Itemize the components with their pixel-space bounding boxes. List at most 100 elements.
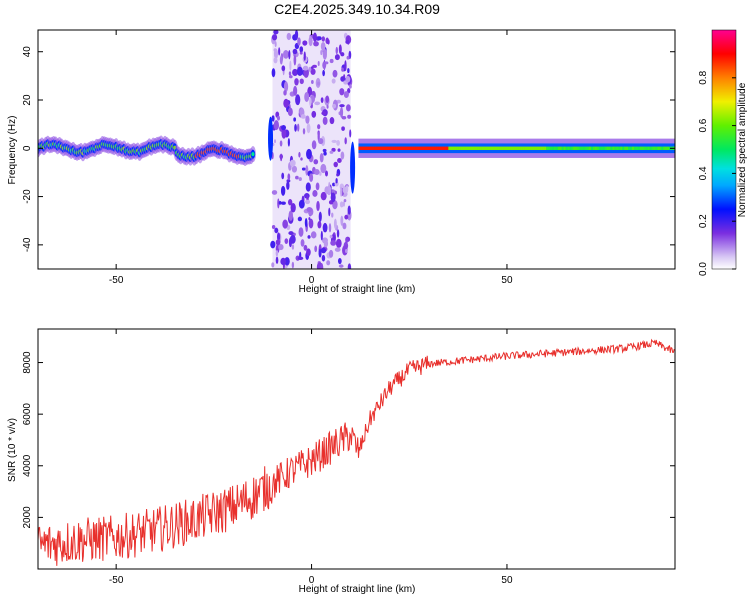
spectrogram-blob [278,47,281,56]
spectrogram-blob [279,55,283,65]
spectrogram-panel: -50 0 50 40 20 0 -20 -40 Height of straight lin… [7,29,676,295]
spectrogram-blob [287,107,293,117]
spectrogram-core [458,146,461,150]
spectrogram-blob [337,148,341,152]
spectrogram-blob [308,35,313,47]
spectrogram-blob [340,52,345,57]
spectrogram-blob [276,115,281,121]
spectrogram-blob [314,245,318,253]
spectrogram-core [491,146,494,150]
spectrogram-core [454,146,457,150]
spectrogram-core [547,146,551,150]
x-tick-label: 0 [309,275,315,286]
spectrogram-blob [276,232,281,242]
spectrogram-blob [344,60,347,72]
spectrogram-blob [273,30,279,35]
spectrogram-blob [294,78,299,86]
y-tick-label: 20 [22,94,33,106]
spectrogram-blob [282,49,289,59]
spectrogram-blob [297,216,303,222]
spectrogram-core [489,146,492,150]
spectrogram-blob [303,51,306,61]
spectrogram-blob [321,36,326,42]
spectrogram-blob [303,244,308,251]
spectrogram-core [463,146,467,150]
spectrogram-blob [320,191,327,201]
spectrogram-blob [275,250,279,257]
spectrogram-blob [289,234,296,244]
spectrogram-blob [291,165,298,173]
spectrogram-core [510,146,514,150]
spectrogram-blob [326,104,329,109]
spectrogram-blob [281,201,286,205]
spectrogram-core [590,146,594,150]
spectrogram-core [538,146,541,150]
spectrogram-blob [340,76,346,82]
spectrogram-frame [37,29,676,270]
spectrogram-core [663,146,666,150]
spectrogram-blob [290,203,296,213]
spectrogram-core [596,146,600,150]
spectrogram-core [360,146,363,150]
spectrogram-core [620,146,623,150]
spectrogram-core [436,146,439,150]
spectrogram-core [583,146,586,150]
spectrogram-blob [302,65,309,71]
spectrogram-core [645,146,648,150]
spectrogram-core [553,146,557,150]
spectrogram-blob [309,173,314,182]
spectrogram-blob [342,222,347,230]
spectrogram-core [503,146,506,150]
spectrogram-blob [298,151,301,158]
spectrogram-blob [340,215,344,226]
spectrogram-blob [320,50,323,56]
spectrogram-blob [305,199,311,205]
spectrogram-core [422,146,426,150]
spectrogram-blob [343,91,349,98]
spectrogram-blob [288,210,294,221]
spectrogram-core [493,146,496,150]
spectrogram-core [630,146,633,150]
spectrogram-blob [298,177,302,182]
spectrogram-blob [335,46,339,55]
spectrogram-blob [322,148,327,153]
spectrogram-blob [292,48,298,55]
spectrogram-blob [328,207,331,217]
spectrogram-blob [346,55,350,60]
spectrogram-blob [293,117,297,122]
spectrogram-core [579,146,582,150]
spectrogram-blob [337,158,342,163]
spectrogram-core [391,146,394,150]
spectrogram-blob [340,186,343,197]
spectrogram-core [389,146,392,150]
spectrogram-core [516,146,519,150]
spectrogram-core [442,146,445,150]
spectrogram-blob [273,139,277,144]
spectrogram-core [546,146,549,150]
spectrogram-core [555,146,559,150]
spectrogram-blob [280,153,283,162]
spectrogram-core [657,146,660,150]
spectrogram-core [411,146,414,150]
spectrogram-blob [300,157,303,161]
spectrogram-core [573,146,576,150]
spectrogram-blob [289,159,296,167]
spectrogram-core [622,146,625,150]
spectrogram-blob [323,240,329,248]
spectrogram-x-axis-label: Height of straight line (km) [299,284,416,295]
spectrogram-blob [333,218,337,229]
spectrogram-core [518,146,521,150]
spectrogram-blob [295,175,299,180]
spectrogram-core [487,146,490,150]
spectrogram-core [641,146,645,150]
spectrogram-core [452,146,455,150]
spectrogram-core [628,146,631,150]
spectrogram-core [594,146,598,150]
spectrogram-blob [336,140,340,146]
spectrogram-blob [329,150,334,154]
spectrogram-blob [347,263,352,269]
spectrogram-blob [305,115,310,124]
spectrogram-blob [311,80,314,85]
spectrogram-blob [319,171,322,176]
spectrogram-blob [280,257,287,266]
